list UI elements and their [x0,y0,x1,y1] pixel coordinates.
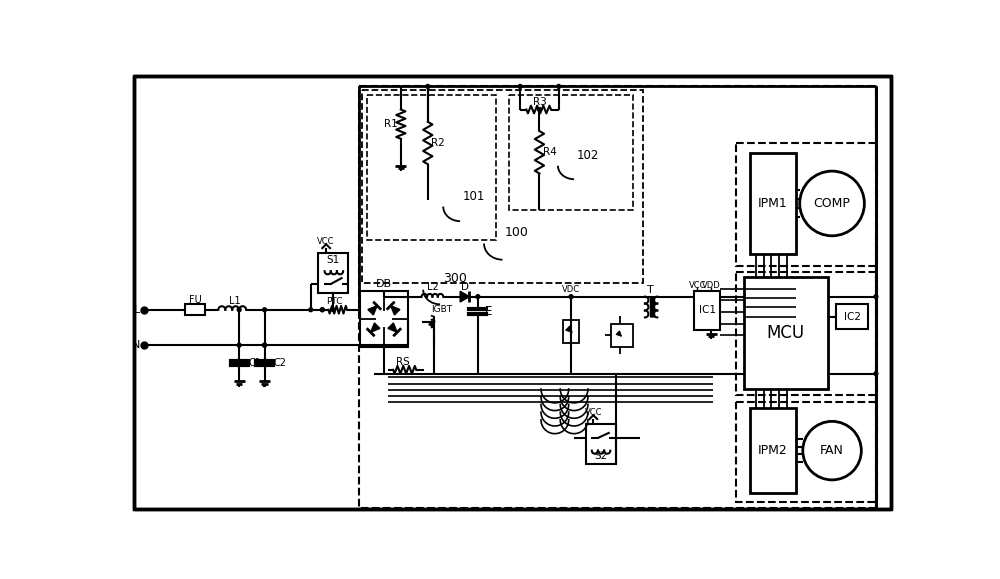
Bar [509,95,633,210]
Bar [358,86,876,508]
Polygon shape [391,306,400,315]
Polygon shape [460,291,469,302]
Text: DB: DB [376,279,392,290]
Circle shape [263,343,266,347]
Circle shape [538,108,541,111]
Bar [750,408,796,493]
Polygon shape [371,323,380,332]
Text: 101: 101 [463,190,485,203]
Text: IGBT: IGBT [431,305,452,314]
Text: FU: FU [189,295,202,305]
Circle shape [237,308,241,312]
Circle shape [426,85,430,89]
Text: VCC: VCC [585,408,602,417]
Text: C1: C1 [248,358,261,368]
Bar [836,305,868,329]
Text: RS: RS [396,357,410,367]
Text: L1: L1 [229,296,241,306]
Text: R1: R1 [384,119,398,129]
Circle shape [331,308,335,312]
Text: IPM2: IPM2 [758,444,788,457]
Bar [318,253,348,293]
Text: IC1: IC1 [699,306,716,316]
Circle shape [518,85,522,89]
Circle shape [320,308,324,312]
Text: D: D [461,281,469,292]
Text: T: T [647,285,654,295]
Circle shape [569,295,573,299]
Text: L: L [134,305,141,315]
Circle shape [800,171,864,236]
Text: IPM1: IPM1 [758,197,788,210]
Text: VDC: VDC [562,285,580,294]
Bar [362,90,643,283]
Text: IC2: IC2 [844,312,861,322]
Text: 300: 300 [443,273,467,285]
Text: L2: L2 [427,283,438,292]
Text: S1: S1 [326,255,340,265]
Circle shape [237,343,241,347]
Bar [367,95,496,240]
Bar [563,320,579,343]
Bar [694,291,720,329]
Bar [736,142,877,266]
Text: MCU: MCU [767,324,805,342]
Text: PTC: PTC [326,297,343,306]
Text: 100: 100 [504,226,528,239]
Circle shape [874,295,878,299]
Circle shape [263,343,266,347]
Text: FAN: FAN [820,444,844,457]
Text: R4: R4 [543,147,556,157]
Bar [744,277,828,389]
Circle shape [309,308,313,312]
Polygon shape [388,323,397,332]
Bar [750,153,796,254]
Polygon shape [368,306,377,315]
Text: E: E [485,305,492,318]
Circle shape [476,295,480,299]
Text: VCC: VCC [689,281,706,290]
Circle shape [263,308,266,312]
Text: COMP: COMP [814,197,850,210]
Text: C2: C2 [274,358,287,368]
Text: VCC: VCC [317,237,335,247]
Bar [736,272,877,395]
Text: R3: R3 [533,97,546,107]
Circle shape [320,308,324,312]
Bar [736,402,877,502]
Circle shape [557,85,561,89]
Text: R2: R2 [431,138,445,148]
Circle shape [874,372,878,376]
Text: N: N [132,340,141,350]
Bar [360,291,408,347]
Circle shape [803,422,861,480]
Text: VDD: VDD [702,281,721,290]
Bar [611,324,633,347]
Text: S2: S2 [594,451,608,461]
Text: 102: 102 [577,149,599,162]
Bar [586,424,616,464]
Bar [185,305,205,315]
